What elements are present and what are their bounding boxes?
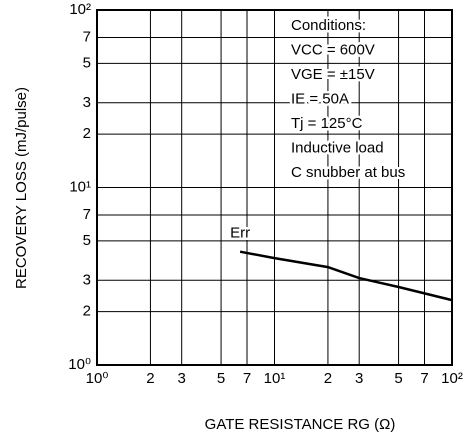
y-tick-label: 3 [83, 94, 91, 111]
y-tick-label: 2 [83, 125, 91, 142]
x-tick-label: 7 [420, 370, 428, 387]
series-label: Err [230, 225, 250, 242]
x-tick-label: 10¹ [264, 370, 286, 387]
condition-text: IE = 50A [291, 90, 349, 107]
y-tick-label: 7 [83, 206, 91, 223]
y-tick-label: 7 [83, 28, 91, 45]
y-tick-label: 10¹ [69, 178, 91, 195]
y-tick-label: 10⁰ [68, 356, 91, 373]
y-tick-label: 5 [83, 232, 91, 249]
x-tick-label: 7 [243, 370, 251, 387]
x-tick-label: 2 [324, 370, 332, 387]
x-axis-label: GATE RESISTANCE RG (Ω) [205, 416, 396, 433]
x-tick-label: 3 [178, 370, 186, 387]
curve [239, 250, 453, 302]
condition-text: VCC = 600V [291, 41, 375, 58]
x-tick-label: 5 [394, 370, 402, 387]
y-tick-label: 3 [83, 271, 91, 288]
condition-text: C snubber at bus [291, 164, 405, 181]
plot-frame [96, 9, 453, 366]
condition-text: Conditions: [291, 17, 366, 34]
y-tick-label: 10² [69, 1, 91, 18]
y-tick-label: 2 [83, 303, 91, 320]
y-axis-label: RECOVERY LOSS (mJ/pulse) [13, 87, 30, 289]
condition-text: Tj = 125°C [291, 115, 363, 132]
x-tick-label: 3 [355, 370, 363, 387]
x-tick-label: 2 [146, 370, 154, 387]
x-tick-label: 5 [217, 370, 225, 387]
y-tick-label: 5 [83, 54, 91, 71]
condition-text: VGE = ±15V [291, 66, 375, 83]
x-tick-label: 10⁰ [86, 370, 109, 387]
condition-text: Inductive load [291, 139, 384, 156]
x-tick-label: 10² [441, 370, 463, 387]
